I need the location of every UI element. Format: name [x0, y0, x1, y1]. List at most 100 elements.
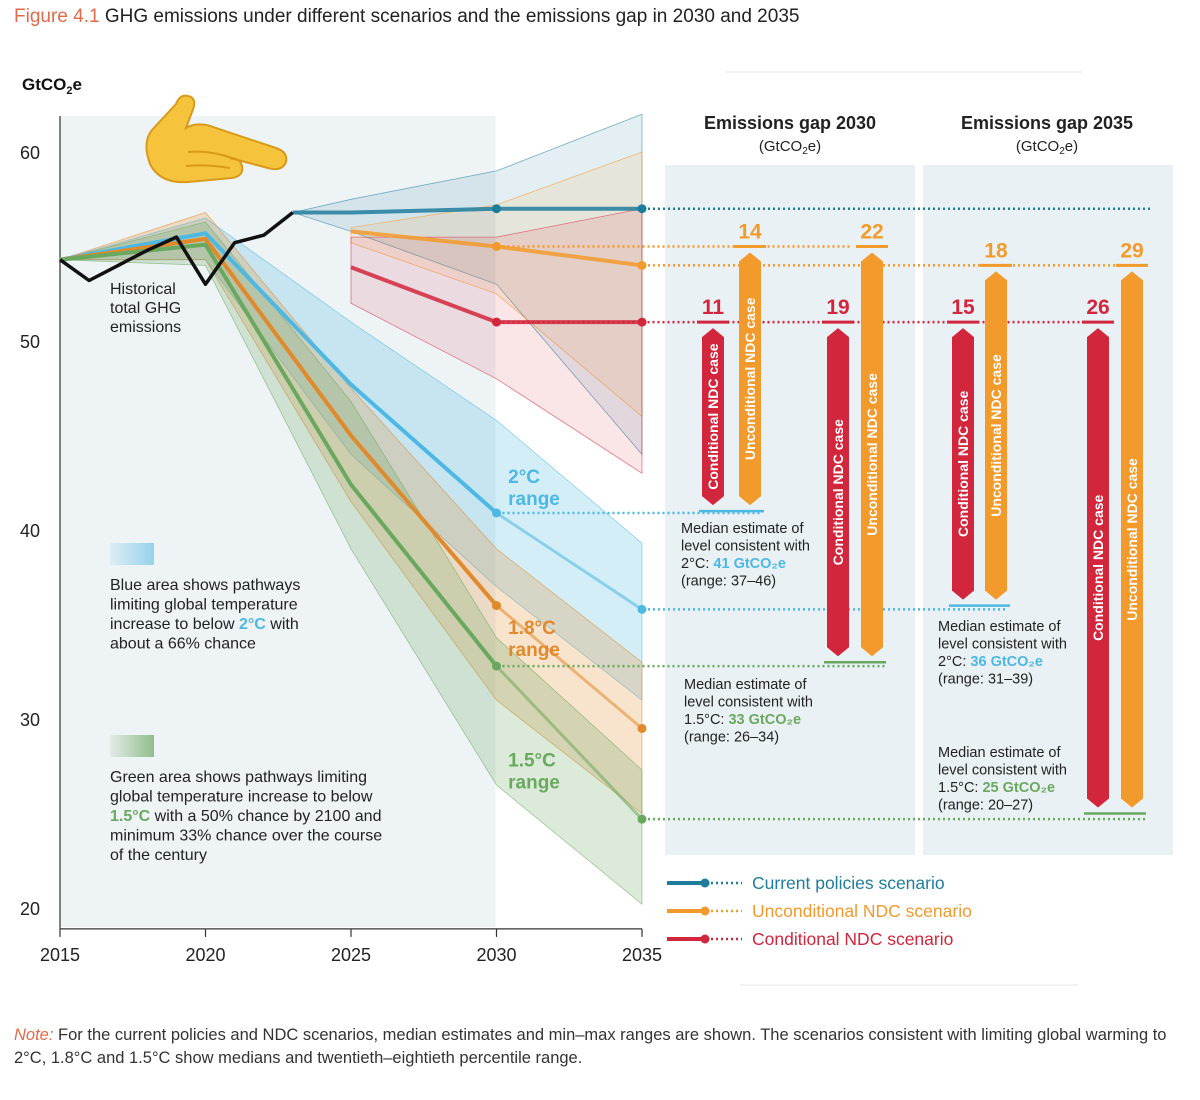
gap-bar: [739, 252, 761, 506]
gap-bar-label: Unconditional NDC case: [864, 373, 880, 536]
green-area-swatch: [110, 735, 154, 757]
x-tick-label: 2025: [331, 945, 371, 965]
blue-area-text: about a 66% chance: [110, 636, 256, 653]
y-tick-label: 50: [20, 332, 40, 352]
hand-shape: [145, 94, 288, 184]
gap-bar: [1121, 271, 1143, 808]
blue-area-text: Blue area shows pathways: [110, 577, 300, 594]
median-note-value-line: 1.5°C: 33 GtCO₂e: [684, 712, 801, 728]
gap-bar-label: Conditional NDC case: [830, 419, 846, 565]
gap-value: 11: [702, 296, 725, 319]
note-text: For the current policies and NDC scenari…: [14, 1026, 1167, 1067]
pathway-range-label: range: [508, 640, 560, 661]
gap-bar: [985, 271, 1007, 600]
green-area-text: 1.5°C with a 50% chance by 2100 and: [110, 808, 381, 825]
pathway-range-label: 1.8°C: [508, 618, 556, 639]
blue-area-text: limiting global temperature: [110, 597, 298, 614]
median-note-text: level consistent with: [684, 695, 813, 711]
scenario-median-line: [292, 206, 642, 215]
gap-value: 18: [984, 239, 1008, 262]
gap-bar-label: Conditional NDC case: [705, 343, 721, 489]
historical-label: total GHG: [110, 300, 181, 317]
pathway-median-point: [492, 508, 501, 518]
historical-label: emissions: [110, 319, 181, 336]
pathway-median-point: [637, 604, 647, 614]
figure-note: Note: For the current policies and NDC s…: [14, 1024, 1184, 1070]
scenario-median-point: [492, 317, 501, 327]
figure-title-text: GHG emissions under different scenarios …: [104, 6, 800, 27]
gap-bar: [861, 252, 883, 657]
scenario-band: [350, 208, 643, 475]
median-note-text: level consistent with: [681, 539, 810, 555]
y-tick-label: 40: [20, 521, 40, 541]
pathway-median-point: [492, 601, 501, 611]
green-area-text: minimum 33% chance over the course: [110, 828, 382, 845]
pathway-range-label: range: [508, 489, 560, 510]
pathway-median-line: [495, 665, 644, 821]
median-note-range: (range: 20–27): [938, 798, 1033, 814]
scenario-median-point: [637, 204, 647, 214]
gap-bar: [827, 328, 849, 657]
legend-dot: [700, 878, 710, 888]
pathway-range-label: range: [508, 772, 560, 793]
gap-bar-label: Unconditional NDC case: [988, 354, 1004, 517]
pathway-range-label: 1.5°C: [508, 750, 556, 771]
gap-bar: [952, 328, 974, 600]
gap-unit: (GtCO2e): [1016, 138, 1078, 157]
median-note-text: Median estimate of: [938, 619, 1061, 635]
gap-value: 15: [951, 296, 975, 319]
scenario-median-point: [492, 242, 501, 251]
scenario-median-point: [637, 317, 647, 327]
legend-dot: [700, 934, 710, 944]
hand-fingers: [185, 150, 233, 169]
pathway-median-point: [492, 661, 501, 671]
figure-label: Figure 4.1: [14, 6, 100, 27]
pathway-band: [59, 217, 643, 701]
legend-label: Unconditional NDC scenario: [752, 901, 972, 921]
pathway-median-point: [637, 814, 647, 824]
pathway-range-label: 2°C: [508, 467, 540, 488]
figure-title: Figure 4.1 GHG emissions under different…: [14, 6, 799, 28]
median-note-text: Median estimate of: [681, 521, 804, 537]
blue-area-text: increase to below 2°C with: [110, 616, 299, 633]
gap-title: Emissions gap 2030: [704, 113, 876, 133]
median-note-value-line: 2°C: 36 GtCO₂e: [938, 654, 1043, 670]
pathway-median-line: [59, 242, 499, 668]
green-area-text: of the century: [110, 847, 207, 864]
median-note-value-line: 2°C: 41 GtCO₂e: [681, 556, 786, 572]
legend-dot: [700, 906, 710, 916]
legend-label: Conditional NDC scenario: [752, 929, 953, 949]
gap-value: 14: [738, 221, 762, 244]
pathway-median-line: [495, 511, 643, 611]
note-label: Note:: [14, 1026, 54, 1044]
pathway-median-line: [59, 231, 498, 515]
gap-bar: [1087, 328, 1109, 808]
gap-unit: (GtCO2e): [759, 138, 821, 157]
green-area-text: Green area shows pathways limiting: [110, 769, 367, 786]
historical-line: [58, 211, 294, 287]
median-note-text: Median estimate of: [938, 745, 1061, 761]
y-axis-label: GtCO2e: [22, 75, 82, 97]
y-tick-label: 30: [20, 710, 40, 730]
pathway-median-line: [59, 236, 499, 607]
x-tick-label: 2020: [185, 945, 225, 965]
median-note-range: (range: 31–39): [938, 672, 1033, 688]
median-note-text: Median estimate of: [684, 677, 807, 693]
gap-value: 26: [1086, 296, 1109, 319]
gap-bar-label: Unconditional NDC case: [742, 297, 758, 460]
gap-title: Emissions gap 2035: [961, 113, 1133, 133]
x-tick-label: 2035: [622, 945, 662, 965]
historical-label: Historical: [110, 281, 176, 298]
gap-bar-label: Unconditional NDC case: [1124, 458, 1140, 621]
pointing-hand-icon: [145, 94, 288, 184]
gap-bar: [702, 328, 724, 506]
legend-label: Current policies scenario: [752, 873, 945, 893]
median-note-range: (range: 37–46): [681, 574, 776, 590]
median-note-text: level consistent with: [938, 763, 1067, 779]
gap-value: 22: [860, 221, 883, 244]
median-note-value-line: 1.5°C: 25 GtCO₂e: [938, 780, 1055, 796]
scenario-median-point: [492, 204, 501, 214]
y-tick-label: 60: [20, 143, 40, 163]
scenario-median-point: [637, 260, 647, 270]
